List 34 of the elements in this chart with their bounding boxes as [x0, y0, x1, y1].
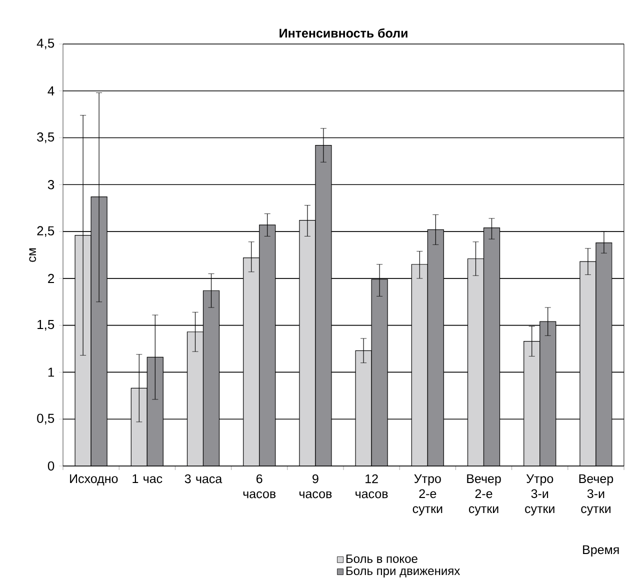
y-tick-label: 4 — [48, 86, 54, 96]
y-tick-label: 2,5 — [37, 226, 54, 237]
y-axis-title: см — [29, 248, 36, 262]
y-tick-label: 2 — [48, 274, 54, 284]
y-tick-label: 3,5 — [37, 132, 54, 144]
bar — [299, 220, 316, 466]
x-tick-label: 3 часа — [184, 474, 222, 484]
legend-label: Боль в покое — [346, 554, 418, 564]
legend-label: Боль при движениях — [346, 566, 460, 578]
x-tick-label: 12 часов — [356, 474, 388, 498]
y-tick-label: 4,5 — [36, 38, 54, 50]
bar — [243, 258, 260, 466]
x-tick-label: Исходно — [70, 474, 118, 486]
y-tick-label: 1,5 — [38, 320, 54, 331]
bar — [131, 388, 148, 466]
bar — [468, 258, 484, 466]
x-tick-label: 1 час — [132, 474, 162, 484]
chart-title: Интенсивность боли — [280, 28, 408, 38]
y-tick-label: 0,5 — [37, 414, 54, 425]
y-tick-label: 1 — [48, 368, 54, 377]
bar — [580, 261, 596, 466]
x-tick-label: Вечер 2-е сутки — [467, 474, 501, 516]
y-tick-label: 0 — [48, 461, 54, 471]
x-tick-label: 6 часов — [243, 474, 276, 498]
y-tick-label: 3 — [48, 180, 54, 190]
bar — [356, 350, 372, 466]
bar — [524, 341, 540, 466]
x-tick-label: Утро 3-и сутки — [525, 474, 554, 516]
x-axis-title: Время — [583, 545, 619, 557]
bar — [187, 332, 204, 466]
bar — [412, 264, 428, 466]
x-tick-label: Вечер 3-и сутки — [579, 474, 614, 516]
x-tick-label: Утро 2-е сутки — [412, 474, 442, 516]
x-tick-label: 9 часов — [299, 474, 332, 498]
